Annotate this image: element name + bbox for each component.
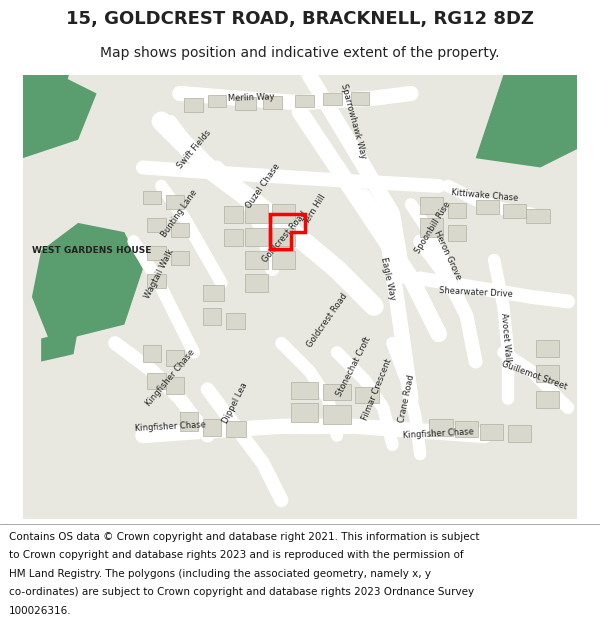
Text: Heron Grove: Heron Grove	[433, 229, 463, 281]
Polygon shape	[143, 191, 161, 204]
Polygon shape	[148, 372, 166, 389]
Polygon shape	[245, 228, 268, 246]
Text: 100026316.: 100026316.	[9, 606, 71, 616]
Polygon shape	[526, 209, 550, 223]
Polygon shape	[166, 195, 184, 209]
Polygon shape	[245, 274, 268, 292]
Polygon shape	[476, 75, 577, 168]
Text: to Crown copyright and database rights 2023 and is reproduced with the permissio: to Crown copyright and database rights 2…	[9, 550, 464, 560]
Polygon shape	[180, 412, 199, 431]
Polygon shape	[245, 251, 268, 269]
Polygon shape	[448, 202, 466, 218]
Polygon shape	[263, 96, 281, 109]
Polygon shape	[23, 75, 69, 112]
Text: Bunting Lane: Bunting Lane	[160, 188, 200, 239]
Polygon shape	[503, 204, 526, 218]
Polygon shape	[226, 421, 247, 437]
Text: WEST GARDENS HOUSE: WEST GARDENS HOUSE	[32, 246, 152, 255]
Polygon shape	[323, 94, 341, 104]
Text: co-ordinates) are subject to Crown copyright and database rights 2023 Ordnance S: co-ordinates) are subject to Crown copyr…	[9, 588, 474, 598]
Polygon shape	[235, 97, 256, 110]
Text: Crane Road: Crane Road	[397, 374, 416, 423]
Polygon shape	[430, 419, 452, 436]
Polygon shape	[170, 251, 189, 264]
Polygon shape	[272, 204, 295, 223]
Text: Sparrowhawk Way: Sparrowhawk Way	[339, 82, 368, 160]
Text: Eagle Way: Eagle Way	[379, 256, 397, 301]
Text: Ouzel Chase: Ouzel Chase	[244, 162, 282, 210]
Polygon shape	[166, 349, 184, 366]
Text: Stonechat Croft: Stonechat Croft	[335, 335, 373, 398]
Text: Tern Hill: Tern Hill	[302, 192, 328, 226]
Polygon shape	[522, 75, 577, 131]
Text: Avocet Walk: Avocet Walk	[499, 312, 512, 364]
Polygon shape	[351, 92, 370, 104]
Polygon shape	[203, 285, 224, 301]
Polygon shape	[420, 197, 443, 214]
Polygon shape	[166, 378, 184, 394]
Polygon shape	[143, 345, 161, 362]
Text: Kingfisher Chase: Kingfisher Chase	[403, 428, 475, 440]
Polygon shape	[476, 200, 499, 214]
Polygon shape	[148, 246, 166, 260]
Text: Swift Fields: Swift Fields	[176, 128, 213, 170]
Text: Kingfisher Chase: Kingfisher Chase	[135, 420, 206, 432]
Polygon shape	[226, 312, 245, 329]
Polygon shape	[536, 341, 559, 357]
Polygon shape	[41, 329, 78, 362]
Text: HM Land Registry. The polygons (including the associated geometry, namely x, y: HM Land Registry. The polygons (includin…	[9, 569, 431, 579]
Polygon shape	[224, 229, 242, 246]
Text: Wagtail Walk: Wagtail Walk	[143, 248, 176, 300]
Polygon shape	[208, 96, 226, 108]
Polygon shape	[355, 386, 379, 403]
Text: Shearwater Drive: Shearwater Drive	[439, 286, 513, 299]
Polygon shape	[323, 405, 351, 424]
Polygon shape	[508, 426, 531, 442]
Polygon shape	[536, 365, 559, 382]
Polygon shape	[480, 424, 503, 440]
Polygon shape	[245, 204, 268, 223]
Polygon shape	[291, 403, 319, 422]
Polygon shape	[420, 218, 443, 237]
Text: Kittiwake Chase: Kittiwake Chase	[451, 188, 519, 202]
Text: Dippel Lea: Dippel Lea	[221, 381, 250, 425]
Text: Spoonbill Rise: Spoonbill Rise	[413, 200, 452, 255]
Polygon shape	[448, 225, 466, 241]
Polygon shape	[203, 419, 221, 436]
Polygon shape	[32, 223, 143, 343]
Polygon shape	[184, 98, 203, 112]
Polygon shape	[272, 251, 295, 269]
Text: Merlin Way: Merlin Way	[227, 92, 274, 103]
Polygon shape	[64, 278, 115, 334]
Polygon shape	[291, 382, 319, 399]
Polygon shape	[224, 206, 242, 223]
Polygon shape	[23, 75, 97, 158]
Text: Contains OS data © Crown copyright and database right 2021. This information is : Contains OS data © Crown copyright and d…	[9, 531, 479, 541]
Text: Goldcrest Road: Goldcrest Road	[260, 209, 308, 264]
Polygon shape	[148, 274, 166, 288]
Polygon shape	[295, 96, 314, 108]
Polygon shape	[203, 308, 221, 324]
Polygon shape	[170, 223, 189, 237]
Text: Guillemot Street: Guillemot Street	[500, 359, 568, 391]
Polygon shape	[323, 384, 351, 401]
Text: Filmar Crescent: Filmar Crescent	[360, 357, 393, 421]
Polygon shape	[536, 391, 559, 408]
Polygon shape	[272, 228, 295, 246]
Text: Goldcrest Road: Goldcrest Road	[305, 291, 350, 349]
Text: Map shows position and indicative extent of the property.: Map shows position and indicative extent…	[100, 46, 500, 59]
Polygon shape	[148, 218, 166, 232]
Text: Kingfisher Chase: Kingfisher Chase	[144, 348, 197, 408]
Polygon shape	[455, 421, 478, 437]
Text: 15, GOLDCREST ROAD, BRACKNELL, RG12 8DZ: 15, GOLDCREST ROAD, BRACKNELL, RG12 8DZ	[66, 10, 534, 27]
